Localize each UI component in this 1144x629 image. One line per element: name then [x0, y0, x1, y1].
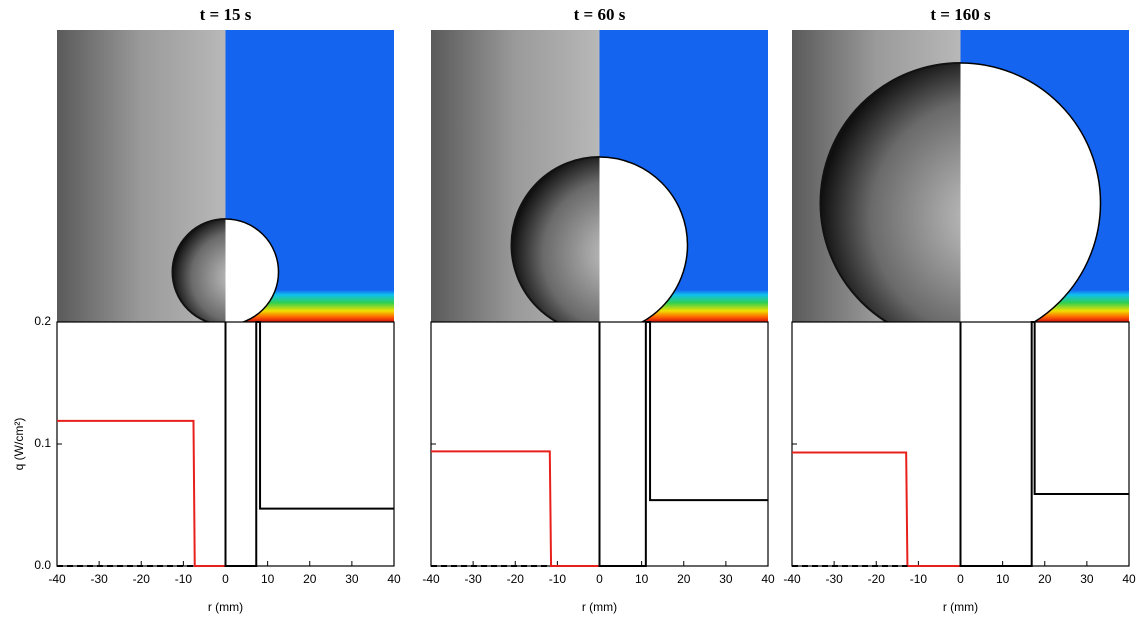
x-tick-label: -10 — [910, 572, 928, 586]
y-tick-label: 0.2 — [34, 314, 51, 328]
x-axis-label: r (mm) — [582, 600, 617, 614]
x-tick-label: 20 — [303, 572, 317, 586]
y-tick-label: 0.0 — [34, 558, 51, 572]
simulation-image — [431, 30, 768, 322]
series-line — [959, 321, 1129, 567]
x-tick-label: -10 — [549, 572, 567, 586]
panel-title: t = 160 s — [930, 5, 991, 24]
x-tick-label: -20 — [133, 572, 151, 586]
series-line — [431, 450, 600, 567]
panel-title: t = 60 s — [574, 5, 626, 24]
x-tick-label: 30 — [345, 572, 359, 586]
x-tick-label: -40 — [422, 572, 440, 586]
photo-bubble — [510, 156, 600, 322]
photo-bubble — [171, 218, 226, 322]
sim-bubble — [960, 62, 1102, 322]
x-tick-label: 0 — [596, 572, 603, 586]
series-line — [224, 321, 394, 567]
sim-bubble — [599, 156, 689, 322]
x-tick-label: -40 — [48, 572, 66, 586]
x-tick-label: 0 — [957, 572, 964, 586]
x-tick-label: -20 — [507, 572, 525, 586]
x-tick-label: 10 — [261, 572, 275, 586]
series-line — [792, 451, 961, 567]
x-tick-label: 10 — [635, 572, 649, 586]
x-tick-label: 10 — [996, 572, 1010, 586]
y-axis-label: q (W/cm²) — [12, 418, 26, 471]
panel-title: t = 15 s — [200, 5, 252, 24]
x-tick-label: 40 — [761, 572, 775, 586]
x-tick-label: 0 — [222, 572, 229, 586]
x-tick-label: -40 — [783, 572, 801, 586]
x-tick-label: -30 — [90, 572, 108, 586]
y-tick-label: 0.1 — [34, 436, 51, 450]
x-tick-label: 20 — [677, 572, 691, 586]
simulation-image — [57, 30, 394, 322]
x-tick-label: 40 — [387, 572, 401, 586]
series-line — [57, 419, 226, 567]
x-tick-label: -10 — [175, 572, 193, 586]
x-tick-label: 30 — [719, 572, 733, 586]
x-axis-label: r (mm) — [208, 600, 243, 614]
simulation-image — [792, 30, 1129, 322]
x-tick-label: -30 — [825, 572, 843, 586]
photo-bubble — [819, 62, 961, 322]
x-tick-label: -20 — [868, 572, 886, 586]
sim-bubble — [225, 218, 280, 322]
x-axis-label: r (mm) — [943, 600, 978, 614]
x-tick-label: -30 — [464, 572, 482, 586]
x-tick-label: 30 — [1080, 572, 1094, 586]
series-line — [598, 321, 768, 567]
x-tick-label: 20 — [1038, 572, 1052, 586]
x-tick-label: 40 — [1122, 572, 1136, 586]
